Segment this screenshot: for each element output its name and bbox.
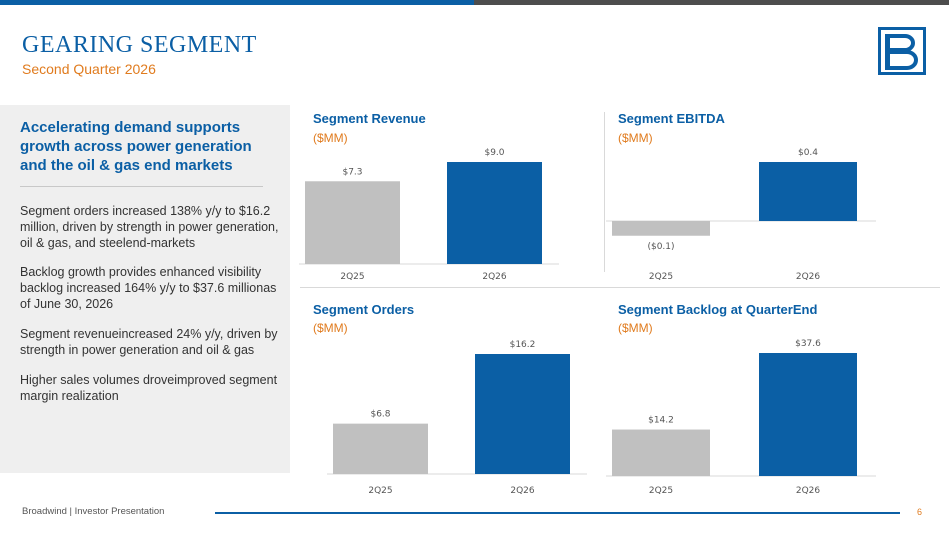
- revenue-data-label-2Q25: $7.3: [342, 167, 362, 177]
- footer-label: Broadwind | Investor Presentation: [22, 506, 165, 517]
- page-subtitle: Second Quarter 2026: [22, 61, 156, 77]
- summary-divider: [20, 186, 263, 187]
- orders-category-label-2Q26: 2Q26: [510, 486, 535, 496]
- backlog-data-label-2Q25: $14.2: [648, 416, 674, 426]
- ebitda-data-label-2Q25: ($0.1): [647, 242, 674, 252]
- top-accent-bar-blue: [0, 0, 474, 5]
- page-title: GEARING SEGMENT: [22, 32, 257, 58]
- broadwind-logo-icon: [878, 27, 926, 75]
- summary-paragraph-backlog: Backlog growth provides enhanced visibil…: [20, 265, 277, 311]
- orders-bar-2Q26: [475, 354, 570, 474]
- summary-heading: Accelerating demand supports growth acro…: [20, 119, 252, 174]
- orders-category-label-2Q25: 2Q25: [368, 486, 392, 496]
- orders-chart-title: Segment Orders: [313, 302, 415, 317]
- orders-bar-chart: $6.8 2Q25 $16.2 2Q26: [327, 340, 587, 496]
- page-number: 6: [917, 507, 923, 517]
- backlog-bar-2Q25: [612, 429, 710, 476]
- ebitda-chart-title: Segment EBITDA: [618, 111, 725, 126]
- top-accent-bar-gray: [474, 0, 949, 5]
- ebitda-chart-unit: ($MM): [618, 131, 653, 145]
- backlog-bar-chart: $14.2 2Q25 $37.6 2Q26: [606, 339, 876, 496]
- backlog-data-label-2Q26: $37.6: [795, 339, 821, 349]
- ebitda-category-label-2Q26: 2Q26: [796, 272, 821, 282]
- summary-panel: [0, 105, 290, 473]
- revenue-bar-chart: $7.3 2Q25 $9.0 2Q26: [299, 148, 559, 282]
- revenue-bar-2Q26: [447, 162, 542, 264]
- backlog-category-label-2Q26: 2Q26: [796, 486, 821, 496]
- revenue-data-label-2Q26: $9.0: [484, 148, 504, 158]
- backlog-chart-title: Segment Backlog at QuarterEnd: [618, 302, 818, 317]
- revenue-bar-2Q25: [305, 181, 400, 264]
- orders-chart-unit: ($MM): [313, 321, 348, 335]
- revenue-category-label-2Q26: 2Q26: [482, 272, 507, 282]
- orders-data-label-2Q26: $16.2: [510, 340, 536, 350]
- ebitda-bar-2Q25: [612, 221, 710, 236]
- footer-rule: [215, 512, 900, 514]
- ebitda-bar-2Q26: [759, 162, 857, 221]
- backlog-category-label-2Q25: 2Q25: [649, 486, 673, 496]
- revenue-chart-title: Segment Revenue: [313, 111, 426, 126]
- orders-bar-2Q25: [333, 423, 428, 474]
- revenue-category-label-2Q25: 2Q25: [340, 272, 364, 282]
- revenue-chart-unit: ($MM): [313, 131, 348, 145]
- orders-data-label-2Q25: $6.8: [370, 410, 390, 420]
- chart-vertical-divider: [604, 112, 605, 272]
- summary-paragraph-revenue: Segment revenueincreased 24% y/y, driven…: [20, 327, 278, 357]
- chart-horizontal-divider: [300, 287, 940, 288]
- ebitda-data-label-2Q26: $0.4: [798, 148, 818, 158]
- ebitda-category-label-2Q25: 2Q25: [649, 272, 673, 282]
- backlog-chart-unit: ($MM): [618, 321, 653, 335]
- backlog-bar-2Q26: [759, 353, 857, 476]
- summary-paragraph-margin: Higher sales volumes droveimproved segme…: [20, 373, 278, 403]
- summary-paragraph-orders: Segment orders increased 138% y/y to $16…: [20, 204, 279, 250]
- ebitda-bar-chart: ($0.1) 2Q25 $0.4 2Q26: [606, 148, 876, 282]
